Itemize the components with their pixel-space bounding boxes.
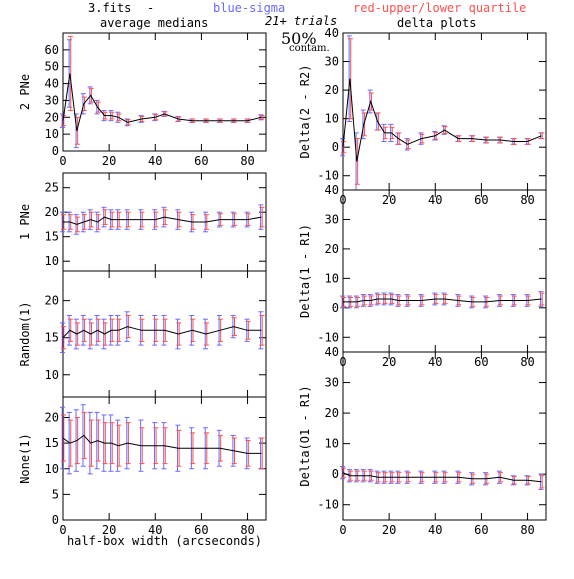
ytick-label-left-0: 30 — [45, 93, 59, 107]
xtick-label-left-0: 20 — [102, 154, 116, 168]
ytick-label-right-2: 10 — [325, 437, 339, 451]
xtick-label-right-0: 60 — [474, 193, 488, 207]
panel-frame-right-0 — [342, 32, 547, 191]
ytick-label-left-3: 5 — [52, 487, 59, 501]
ytick-label-left-0: 60 — [45, 43, 59, 57]
header-file: 3.fits — [88, 1, 131, 15]
ytick-label-left-0: 0 — [52, 144, 59, 158]
panel-frame-left-0 — [62, 32, 267, 152]
series-line-left-0 — [62, 73, 262, 131]
ytick-label-left-3: 20 — [45, 411, 59, 425]
panel-frame-left-3 — [62, 396, 267, 521]
series-line-right-2 — [342, 472, 542, 483]
ytick-label-left-2: 10 — [45, 368, 59, 382]
xtick-label-left-0: 80 — [240, 154, 254, 168]
ytick-label-left-1: 20 — [45, 205, 59, 219]
legend-blue-sigma: blue-sigma — [213, 1, 285, 15]
ytick-label-left-0: 50 — [45, 60, 59, 74]
ytick-label-right-1: 40 — [325, 183, 339, 197]
xlabel-left-3: half-box width (arcseconds) — [67, 534, 262, 548]
ytick-label-right-2: -10 — [317, 498, 339, 512]
ytick-label-right-0: 10 — [325, 112, 339, 126]
header: 3.fits - blue-sigma red-upper/lower quar… — [88, 1, 526, 54]
xtick-label-right-0: 20 — [382, 193, 396, 207]
xtick-label-right-2: 20 — [382, 523, 396, 537]
panel-frame-left-1 — [62, 172, 267, 272]
ytick-label-left-0: 40 — [45, 77, 59, 91]
ytick-label-left-0: 10 — [45, 127, 59, 141]
left-column-title: average medians — [100, 16, 208, 30]
ytick-label-right-1: 0 — [332, 301, 339, 315]
xtick-label-left-3: 0 — [59, 523, 66, 537]
xtick-label-left-0: 60 — [194, 154, 208, 168]
ytick-label-right-2: 40 — [325, 345, 339, 359]
ytick-label-right-2: 30 — [325, 376, 339, 390]
ytick-label-left-3: 10 — [45, 462, 59, 476]
ylabel-left-2: Random(1) — [18, 301, 32, 366]
ylabel-left-3: None(1) — [18, 433, 32, 484]
panel-frame-left-2 — [62, 270, 267, 398]
header-dash: - — [147, 1, 154, 15]
ytick-label-left-3: 0 — [52, 513, 59, 527]
series-line-left-3 — [62, 434, 262, 454]
ytick-label-right-0: 40 — [325, 26, 339, 40]
ylabel-right-1: Delta(1 - R1) — [298, 224, 312, 318]
xtick-label-left-3: 40 — [148, 523, 162, 537]
xtick-label-right-2: 40 — [428, 523, 442, 537]
xtick-label-right-1: 80 — [520, 355, 534, 369]
xtick-label-right-1: 40 — [428, 355, 442, 369]
ytick-label-right-1: 30 — [325, 212, 339, 226]
ylabel-left-1: 1 PNe — [18, 204, 32, 240]
ylabel-right-0: Delta(2 - R2) — [298, 65, 312, 159]
ytick-label-right-0: 30 — [325, 55, 339, 69]
panel-frame-right-2 — [342, 351, 547, 521]
xtick-label-left-3: 80 — [240, 523, 254, 537]
ytick-label-left-3: 15 — [45, 436, 59, 450]
panel-frame-right-1 — [342, 189, 547, 353]
right-column-title: delta plots — [397, 16, 476, 30]
ytick-label-left-1: 15 — [45, 230, 59, 244]
ytick-label-right-1: -10 — [317, 330, 339, 344]
ytick-label-left-1: 10 — [45, 254, 59, 268]
legend-red-quartile: red-upper/lower quartile — [353, 1, 526, 15]
xtick-label-right-1: 60 — [474, 355, 488, 369]
xtick-label-left-3: 20 — [102, 523, 116, 537]
ytick-label-left-2: 15 — [45, 331, 59, 345]
ytick-label-right-1: 20 — [325, 242, 339, 256]
ytick-label-right-2: 0 — [332, 467, 339, 481]
xtick-label-left-0: 40 — [148, 154, 162, 168]
trials-label: 21+ trials — [265, 14, 337, 28]
ylabel-left-0: 2 PNe — [18, 74, 32, 110]
ytick-label-left-1: 25 — [45, 181, 59, 195]
xtick-label-left-3: 60 — [194, 523, 208, 537]
series-line-left-2 — [62, 326, 262, 339]
ylabel-right-2: Delta(O1 - R1) — [298, 385, 312, 486]
ytick-label-left-2: 20 — [45, 294, 59, 308]
xtick-label-right-2: 0 — [339, 523, 346, 537]
xtick-label-right-2: 80 — [520, 523, 534, 537]
xtick-label-right-0: 80 — [520, 193, 534, 207]
xtick-label-right-0: 40 — [428, 193, 442, 207]
ytick-label-right-0: -10 — [317, 169, 339, 183]
ytick-label-right-2: 20 — [325, 406, 339, 420]
xtick-label-left-0: 0 — [59, 154, 66, 168]
ytick-label-right-0: 20 — [325, 83, 339, 97]
xtick-label-right-1: 20 — [382, 355, 396, 369]
contam-label: contam. — [289, 43, 330, 54]
xtick-label-right-2: 60 — [474, 523, 488, 537]
series-line-left-1 — [63, 216, 262, 225]
series-line-right-0 — [342, 78, 542, 162]
ytick-label-right-0: 0 — [332, 140, 339, 154]
ytick-label-left-0: 20 — [45, 110, 59, 124]
contam-percent: 50% — [281, 29, 317, 48]
ytick-label-right-1: 10 — [325, 271, 339, 285]
series-line-right-1 — [343, 298, 542, 303]
